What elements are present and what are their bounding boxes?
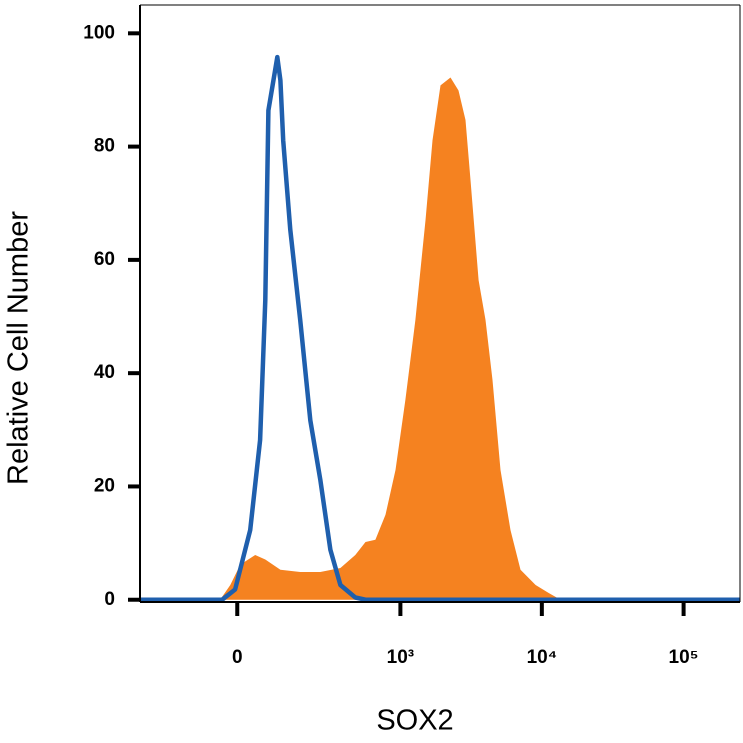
x-tick-label: 0 [232, 647, 243, 668]
x-tick-label: 10⁴ [527, 647, 558, 668]
y-tick-label: 60 [94, 249, 115, 270]
x-tick-label: 10³ [387, 647, 414, 668]
y-tick-label: 0 [104, 589, 115, 610]
x-axis-title: SOX2 [376, 705, 453, 737]
y-tick-label: 20 [94, 475, 115, 496]
y-axis-title: Relative Cell Number [3, 211, 35, 485]
y-tick-label: 80 [94, 136, 115, 157]
y-tick-label: 40 [94, 362, 115, 383]
y-tick-label: 100 [83, 22, 115, 43]
x-tick-label: 10⁵ [669, 647, 699, 668]
histogram-line [140, 54, 740, 602]
histogram-area [220, 77, 561, 600]
